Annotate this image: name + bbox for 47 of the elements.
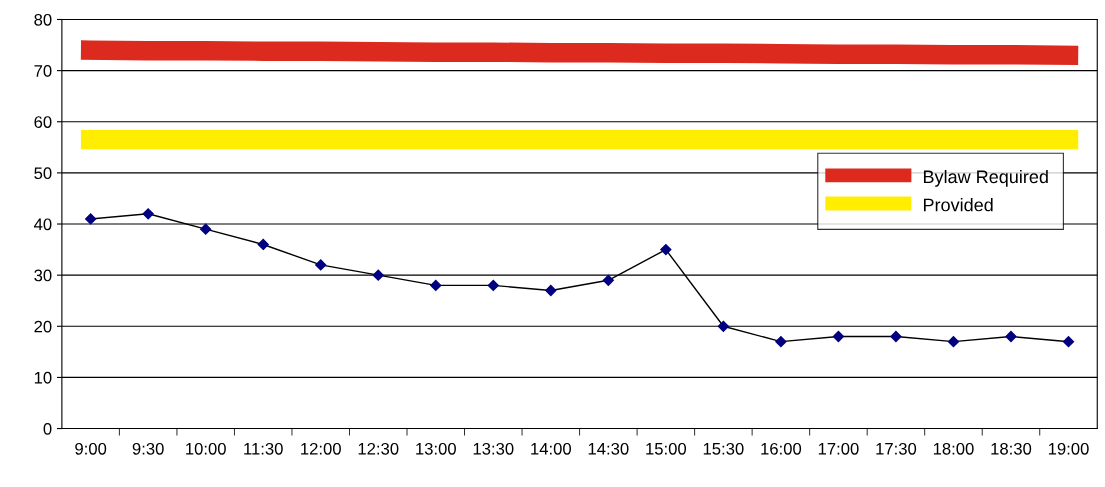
x-tick-label: 18:30: [991, 442, 1032, 455]
y-tick-label: 0: [43, 422, 52, 435]
point: [545, 284, 557, 297]
y-tick-label: 40: [34, 218, 52, 231]
x-tick-label: 14:30: [588, 442, 629, 455]
x-tick-label: 17:00: [818, 442, 859, 455]
x-tick-label: 13:00: [416, 442, 456, 455]
y-tick-label: 20: [34, 320, 52, 333]
point: [372, 269, 384, 281]
point: [430, 279, 442, 291]
point: [200, 223, 212, 235]
x-tick-label: 11:30: [244, 442, 283, 455]
point: [142, 208, 154, 220]
x-tick-label: 12:30: [358, 442, 399, 455]
point: [1062, 336, 1075, 348]
y-tick-label: 30: [34, 269, 52, 282]
x-tick-label: 18:00: [933, 442, 974, 455]
point: [832, 330, 845, 343]
x-tick-label: 14:00: [531, 442, 572, 455]
y-tick-label: 80: [34, 13, 52, 26]
point: [85, 213, 97, 225]
point: [1005, 330, 1017, 343]
x-tick-label: 15:30: [703, 442, 744, 455]
point: [257, 238, 269, 251]
x-tick-label: 17:30: [876, 442, 917, 455]
point: [315, 259, 327, 271]
x-tick-label: 16:00: [761, 442, 802, 455]
y-tick-label: 10: [34, 371, 52, 384]
legend-label: Bylaw Required: [923, 169, 1048, 187]
point: [487, 279, 499, 291]
x-tick-label: 13:30: [473, 442, 514, 455]
x-tick-label: 12:00: [301, 442, 341, 455]
y-tick-label: 60: [34, 116, 52, 128]
point: [660, 243, 672, 256]
x-tick-label: 15:00: [646, 442, 687, 455]
x-tick-label: 10:00: [186, 442, 226, 455]
point: [717, 320, 729, 332]
x-tick-label: 9:30: [132, 442, 164, 455]
legend-label: Provided: [923, 198, 993, 212]
point: [602, 274, 614, 286]
point: [890, 330, 902, 343]
point: [775, 336, 787, 348]
y-tick-label: 70: [34, 65, 52, 77]
y-tick-label: 50: [34, 167, 52, 180]
x-tick-label: 19:00: [1048, 442, 1089, 455]
x-tick-label: 9:00: [75, 442, 107, 455]
point: [947, 336, 960, 348]
